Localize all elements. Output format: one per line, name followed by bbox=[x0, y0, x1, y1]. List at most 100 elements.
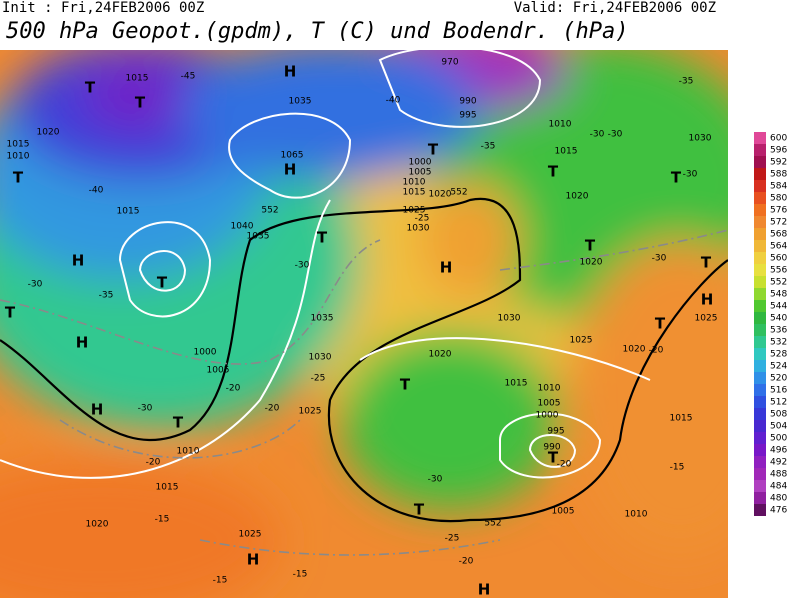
pressure-center: T bbox=[585, 237, 596, 255]
contour-label: 1030 bbox=[498, 314, 521, 324]
contour-label: 1005 bbox=[538, 399, 561, 409]
contour-label: -30 bbox=[138, 404, 153, 414]
contour-label: 1015 bbox=[156, 483, 179, 493]
contour-label: 1005 bbox=[552, 507, 575, 517]
colorbar-label: 476 bbox=[770, 506, 787, 516]
colorbar-label: 568 bbox=[770, 230, 787, 240]
colorbar-swatch bbox=[754, 456, 766, 468]
colorbar-swatch bbox=[754, 312, 766, 324]
colorbar-label: 572 bbox=[770, 218, 787, 228]
contour-label: 1025 bbox=[239, 530, 262, 540]
contour-label: 990 bbox=[543, 443, 560, 453]
colorbar-swatch bbox=[754, 228, 766, 240]
contour-label: 995 bbox=[547, 427, 564, 437]
valid-time: Valid: Fri,24FEB2006 00Z bbox=[514, 0, 716, 16]
contour-label: -15 bbox=[155, 515, 170, 525]
contour-label: 1020 bbox=[429, 350, 452, 360]
init-time: Init : Fri,24FEB2006 00Z bbox=[2, 0, 204, 16]
pressure-center: H bbox=[76, 334, 89, 352]
contour-label: -15 bbox=[293, 570, 308, 580]
colorbar-label: 532 bbox=[770, 338, 787, 348]
colorbar-label: 524 bbox=[770, 362, 787, 372]
contour-label: 1005 bbox=[207, 366, 230, 376]
colorbar-swatch bbox=[754, 132, 766, 144]
contour-label: 1020 bbox=[429, 190, 452, 200]
pressure-center: H bbox=[247, 551, 260, 569]
colorbar-label: 512 bbox=[770, 398, 787, 408]
contour-label: -20 bbox=[649, 346, 664, 356]
colorbar-label: 576 bbox=[770, 206, 787, 216]
pressure-center: T bbox=[13, 169, 24, 187]
colorbar-label: 600 bbox=[770, 134, 787, 144]
pressure-center: H bbox=[440, 259, 453, 277]
colorbar-swatch bbox=[754, 348, 766, 360]
contour-label: 1000 bbox=[409, 158, 432, 168]
colorbar-swatch bbox=[754, 168, 766, 180]
colorbar-swatch bbox=[754, 204, 766, 216]
colorbar-swatch bbox=[754, 324, 766, 336]
contour-label: 1010 bbox=[549, 120, 572, 130]
pressure-center: H bbox=[284, 161, 297, 179]
contour-label: 995 bbox=[459, 111, 476, 121]
contour-label: 1000 bbox=[194, 348, 217, 358]
colorbar-label: 504 bbox=[770, 422, 787, 432]
contour-label: 1025 bbox=[299, 407, 322, 417]
pressure-center: T bbox=[135, 94, 146, 112]
contour-label: -20 bbox=[146, 458, 161, 468]
contour-label: 1010 bbox=[177, 447, 200, 457]
contour-label: 970 bbox=[441, 58, 458, 68]
colorbar-label: 520 bbox=[770, 374, 787, 384]
colorbar-swatch bbox=[754, 480, 766, 492]
contour-label: -25 bbox=[311, 374, 326, 384]
contour-label: 1035 bbox=[311, 314, 334, 324]
colorbar-label: 480 bbox=[770, 494, 787, 504]
contour-label: 1010 bbox=[7, 152, 30, 162]
pressure-center: H bbox=[284, 63, 297, 81]
colorbar-label: 596 bbox=[770, 146, 787, 156]
contour-label: -15 bbox=[670, 463, 685, 473]
contour-label: 1020 bbox=[623, 345, 646, 355]
colorbar-label: 540 bbox=[770, 314, 787, 324]
pressure-center: T bbox=[548, 163, 559, 181]
colorbar-label: 484 bbox=[770, 482, 787, 492]
contour-label: 1040 bbox=[231, 222, 254, 232]
colorbar-label: 564 bbox=[770, 242, 787, 252]
contour-label: -30 bbox=[683, 170, 698, 180]
colorbar-swatch bbox=[754, 156, 766, 168]
colorbar-swatch bbox=[754, 180, 766, 192]
colorbar-label: 552 bbox=[770, 278, 787, 288]
colorbar-label: 592 bbox=[770, 158, 787, 168]
contour-label: -35 bbox=[99, 291, 114, 301]
colorbar-swatch bbox=[754, 192, 766, 204]
colorbar-swatch bbox=[754, 408, 766, 420]
contour-label: -20 bbox=[459, 557, 474, 567]
colorbar-swatch bbox=[754, 396, 766, 408]
colorbar-label: 580 bbox=[770, 194, 787, 204]
map-title: 500 hPa Geopot.(gpdm), T (C) und Bodendr… bbox=[6, 19, 629, 44]
colorbar-swatch bbox=[754, 468, 766, 480]
contour-label: 1015 bbox=[126, 74, 149, 84]
colorbar-swatch bbox=[754, 432, 766, 444]
colorbar-swatch bbox=[754, 264, 766, 276]
colorbar-label: 488 bbox=[770, 470, 787, 480]
colorbar-label: 528 bbox=[770, 350, 787, 360]
contour-label: 1015 bbox=[555, 147, 578, 157]
contour-label: 1015 bbox=[7, 140, 30, 150]
colorbar-label: 560 bbox=[770, 254, 787, 264]
contour-label: 1030 bbox=[309, 353, 332, 363]
contour-label: 1020 bbox=[37, 128, 60, 138]
colorbar-swatch bbox=[754, 288, 766, 300]
contour-label: -40 bbox=[386, 96, 401, 106]
colorbar-label: 584 bbox=[770, 182, 787, 192]
contour-label: -20 bbox=[265, 404, 280, 414]
contour-label: 552 bbox=[484, 519, 501, 529]
contour-label: 1015 bbox=[505, 379, 528, 389]
colorbar-swatch bbox=[754, 444, 766, 456]
colorbar-swatch bbox=[754, 360, 766, 372]
pressure-center: T bbox=[671, 169, 682, 187]
contour-label: -30 bbox=[428, 475, 443, 485]
contour-label: -30 bbox=[28, 280, 43, 290]
